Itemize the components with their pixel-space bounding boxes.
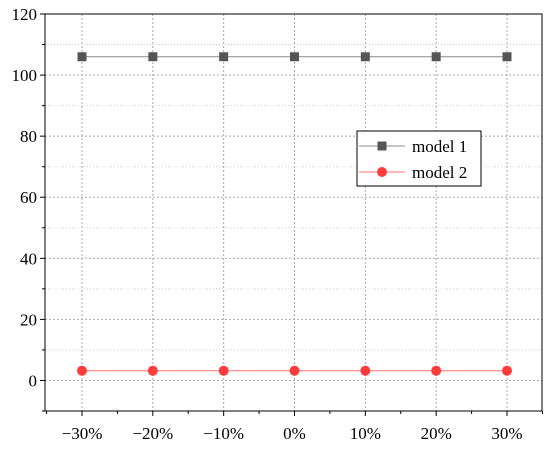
data-point-square — [431, 52, 441, 62]
data-point-circle — [360, 365, 371, 376]
series-2 — [77, 365, 512, 376]
x-tick-label: 10% — [350, 424, 381, 443]
data-point-square — [77, 52, 87, 62]
x-tick-label: 30% — [491, 424, 522, 443]
x-tick-label: 0% — [283, 424, 306, 443]
x-tick-label: −20% — [132, 424, 173, 443]
data-point-square — [360, 52, 370, 62]
legend: model 1 model 2 — [356, 130, 482, 187]
data-point-circle — [147, 365, 158, 376]
series-layer — [77, 52, 512, 376]
y-tick-label: 0 — [29, 371, 38, 390]
y-tick-label: 120 — [12, 5, 38, 24]
series-1 — [77, 52, 512, 62]
legend-box — [356, 130, 482, 187]
data-point-circle — [77, 365, 87, 376]
legend-label: model 1 — [412, 137, 467, 156]
data-point-circle — [289, 365, 300, 376]
legend-marker-circle — [377, 167, 387, 177]
x-tick-label: −10% — [203, 424, 244, 443]
legend-marker-square — [377, 141, 387, 151]
data-point-square — [290, 52, 299, 62]
y-tick-label: 60 — [20, 188, 37, 207]
data-point-square — [148, 52, 158, 62]
data-point-circle — [431, 365, 442, 376]
y-tick-label: 40 — [20, 249, 37, 268]
y-tick-label: 20 — [20, 310, 37, 329]
x-tick-label: 20% — [421, 424, 452, 443]
x-tick-label: −30% — [62, 424, 103, 443]
data-point-square — [502, 52, 512, 62]
data-point-square — [219, 52, 229, 62]
axes: 0 20 40 60 80 100 120 −30% −20% −10% 0% 10% 20% 30% — [12, 5, 543, 443]
y-tick-label: 80 — [20, 127, 37, 146]
plot-frame — [44, 13, 543, 412]
data-point-circle — [502, 365, 512, 376]
grid — [45, 14, 542, 412]
legend-label: model 2 — [412, 163, 467, 182]
data-point-circle — [218, 365, 229, 376]
y-tick-label: 100 — [12, 66, 38, 85]
